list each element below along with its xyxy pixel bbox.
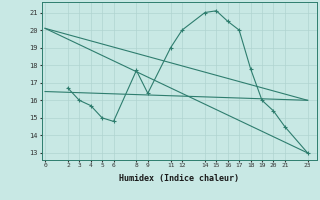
X-axis label: Humidex (Indice chaleur): Humidex (Indice chaleur)	[119, 174, 239, 183]
